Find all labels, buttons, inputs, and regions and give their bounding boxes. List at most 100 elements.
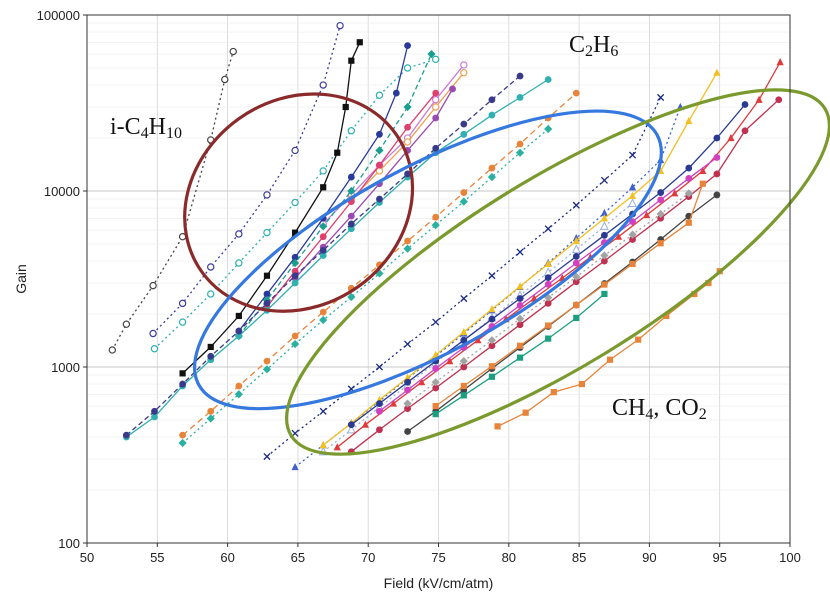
data-point [544, 76, 552, 83]
data-point [474, 336, 482, 344]
x-tick-label: 55 [150, 550, 164, 565]
series-line [125, 75, 521, 436]
data-point [291, 462, 299, 471]
data-point [346, 424, 356, 434]
data-point [263, 357, 271, 365]
data-point [663, 312, 670, 320]
data-point [427, 49, 436, 59]
data-point [319, 246, 327, 254]
data-point [685, 174, 693, 182]
x-tick-label: 100 [779, 550, 801, 565]
data-point [431, 96, 440, 104]
data-point [487, 336, 497, 345]
data-point [432, 402, 439, 410]
data-point [516, 295, 524, 302]
data-point [614, 232, 623, 240]
x-tick-label: 75 [431, 550, 445, 565]
data-point [488, 111, 496, 119]
data-point [550, 389, 557, 396]
data-point [460, 294, 468, 303]
series-line [126, 78, 549, 438]
x-tick-label: 65 [291, 550, 305, 565]
data-point [122, 431, 130, 439]
data-point [403, 64, 412, 72]
data-point [375, 91, 384, 99]
group-label-part: 10 [166, 125, 182, 142]
data-point [151, 407, 158, 415]
data-point [573, 301, 580, 309]
data-point [179, 370, 186, 377]
series-line [182, 42, 361, 374]
data-point [516, 248, 524, 256]
data-point [235, 312, 242, 320]
data-point [376, 161, 383, 169]
data-point [334, 149, 341, 156]
data-point [544, 280, 552, 288]
data-point [347, 220, 355, 228]
data-point [347, 421, 355, 429]
data-point [376, 426, 383, 434]
data-point [319, 233, 327, 241]
data-point [431, 103, 440, 111]
data-point [376, 195, 383, 203]
data-point [149, 329, 157, 338]
data-point [319, 167, 327, 175]
data-point [263, 299, 271, 307]
data-point [713, 191, 721, 199]
data-point [319, 81, 327, 89]
data-point [776, 57, 784, 66]
data-point [333, 443, 341, 451]
series [178, 124, 553, 448]
data-point [418, 378, 426, 386]
data-point [432, 144, 440, 152]
data-point [671, 189, 679, 197]
series [318, 198, 637, 456]
data-point [635, 336, 642, 343]
data-point [657, 240, 664, 247]
data-point [713, 134, 721, 142]
data-point [290, 258, 300, 268]
data-point [628, 191, 637, 199]
data-point [599, 221, 609, 230]
data-point [572, 259, 580, 267]
data-point [263, 272, 271, 279]
data-point [600, 214, 609, 222]
data-point [319, 315, 328, 325]
data-point [685, 164, 693, 172]
data-point [699, 180, 706, 187]
data-point [713, 170, 721, 178]
data-point [516, 282, 524, 290]
data-point [403, 138, 412, 146]
data-point [572, 272, 581, 282]
data-point [657, 93, 665, 102]
data-point [601, 290, 608, 298]
x-axis-title: Field (kV/cm/atm) [384, 575, 494, 591]
data-point [572, 253, 580, 260]
data-point [122, 320, 131, 328]
data-point [348, 57, 355, 64]
data-point [336, 21, 344, 30]
data-point [404, 428, 411, 435]
data-point [713, 68, 721, 76]
series [319, 68, 721, 449]
data-point [488, 272, 496, 280]
series [122, 76, 552, 441]
x-tick-label: 60 [220, 550, 234, 565]
data-point [573, 314, 580, 322]
series-line [154, 58, 436, 350]
data-point [178, 438, 187, 448]
series [179, 39, 363, 377]
series-line [182, 128, 549, 444]
data-point [389, 399, 398, 407]
data-point [460, 130, 468, 138]
data-point [178, 318, 187, 326]
data-point [108, 346, 117, 354]
group-label-part: , CO [653, 395, 698, 421]
group-label-part: H [593, 32, 610, 58]
data-point [361, 420, 369, 428]
series [403, 189, 693, 408]
data-point [600, 251, 609, 260]
data-point [741, 127, 749, 135]
data-point [755, 95, 763, 103]
